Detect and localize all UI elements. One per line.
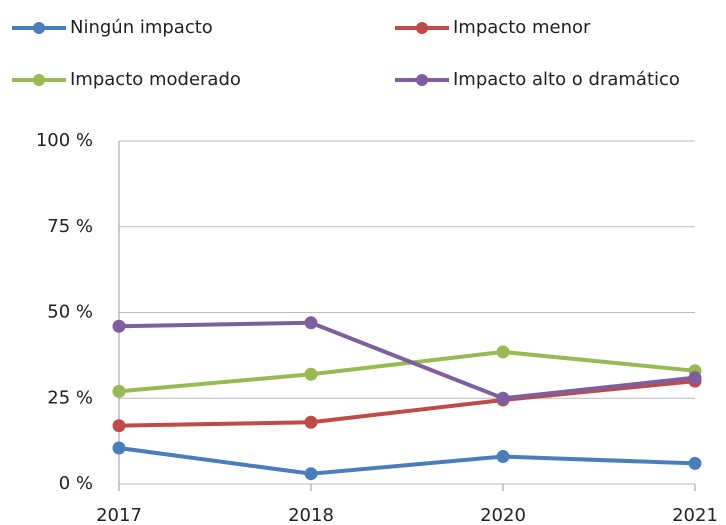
- legend-marker: [33, 22, 45, 34]
- data-point: [688, 371, 702, 385]
- x-tick-label: 2017: [96, 505, 142, 525]
- data-point: [304, 415, 318, 429]
- legend-marker: [416, 74, 428, 86]
- y-tick-label: 25 %: [47, 387, 93, 408]
- y-tick-label: 75 %: [47, 216, 93, 237]
- data-point: [688, 456, 702, 470]
- x-tick-label: 2021: [672, 505, 718, 525]
- series-line: [118, 349, 696, 394]
- series-line: [118, 379, 696, 428]
- legend-label: Impacto moderado: [70, 69, 241, 90]
- data-point: [112, 384, 126, 398]
- y-tick-label: 50 %: [47, 302, 93, 323]
- data-point: [112, 319, 126, 333]
- x-tick-label: 2018: [288, 505, 334, 525]
- data-point: [496, 450, 510, 464]
- data-point: [496, 391, 510, 405]
- legend-marker: [416, 22, 428, 34]
- legend-label: Impacto alto o dramático: [453, 69, 680, 90]
- series-line: [118, 446, 696, 476]
- legend-marker: [33, 74, 45, 86]
- y-tick-label: 100 %: [36, 130, 93, 151]
- data-point: [112, 441, 126, 455]
- x-tick-label: 2020: [480, 505, 526, 525]
- data-point: [112, 419, 126, 433]
- data-point: [304, 467, 318, 481]
- legend-label: Ningún impacto: [70, 17, 213, 38]
- y-tick-label: 0 %: [59, 473, 93, 494]
- data-point: [304, 316, 318, 330]
- data-point: [304, 367, 318, 381]
- legend-label: Impacto menor: [453, 17, 591, 38]
- data-point: [496, 345, 510, 359]
- series-line: [118, 320, 696, 401]
